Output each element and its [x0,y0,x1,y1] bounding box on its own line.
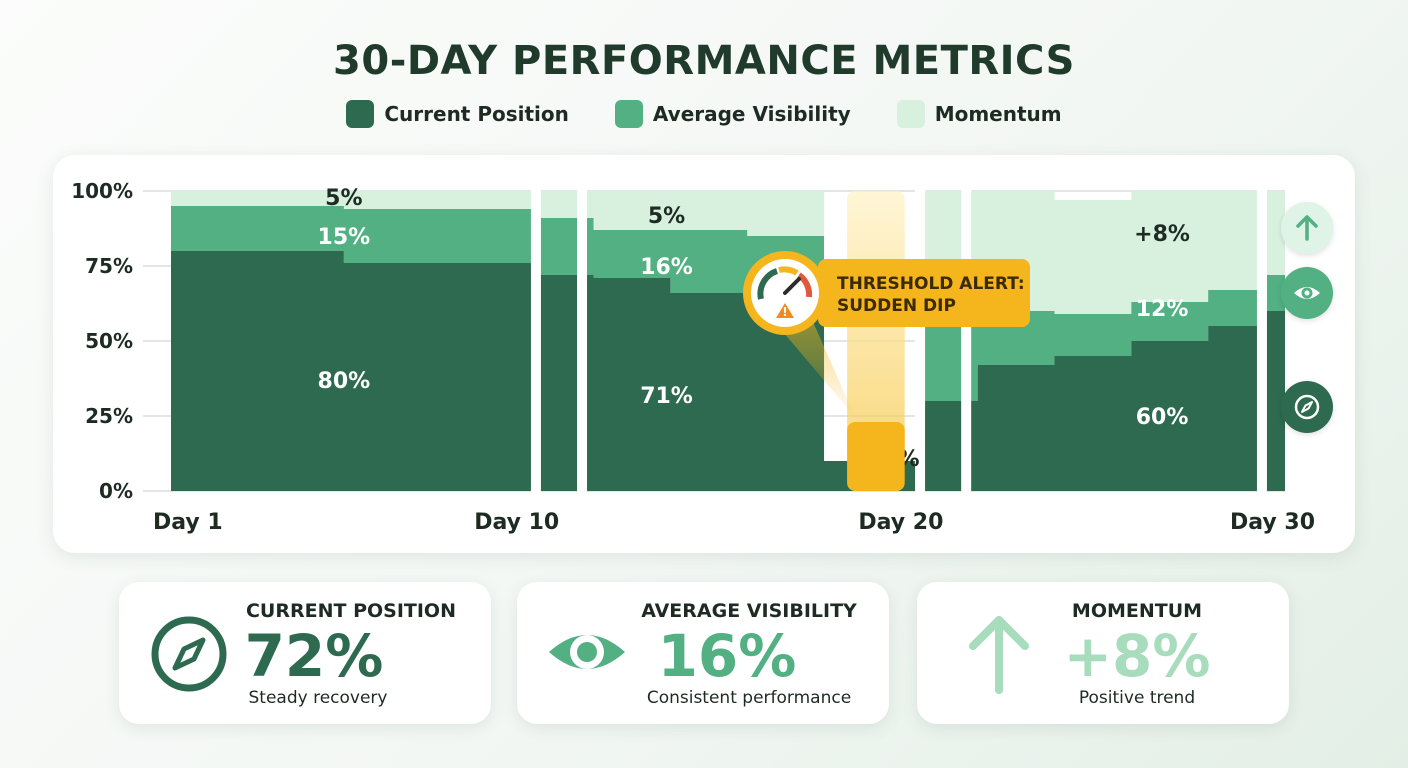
x-tick-label: Day 10 [474,510,559,535]
legend-swatch-visibility [614,100,643,128]
gauge-arc-green [757,268,779,300]
alert-beam [767,313,856,417]
area-average-visibility [171,206,1285,461]
page-title: 30-DAY PERFORMANCE METRICS [333,38,1075,84]
y-tick-label: 75% [85,254,133,278]
data-label: 5% [648,204,685,229]
x-tick-label: Day 20 [858,510,943,535]
alert-box [818,259,1030,327]
area-momentum [171,191,1285,461]
alert-line-2: SUDDEN DIP [837,296,956,316]
stat-label: MOMENTUM [1071,600,1203,622]
compass-icon [151,616,227,692]
warning-triangle-icon [776,303,794,318]
y-tick-label: 0% [99,479,133,503]
stat-subtitle: Consistent performance [646,688,852,708]
data-label: +8% [1134,222,1190,247]
stat-subtitle: Steady recovery [248,688,388,708]
side-compass-badge[interactable] [1281,381,1333,433]
data-label: 12% [1136,297,1189,322]
stat-value: 72% [244,622,384,690]
arrow-up-icon [1296,215,1318,241]
stacked-area-chart: 100% 75% 50% 25% 0% Day 1 Day 10 Day 20 Day 30 5… [71,179,1315,535]
y-tick-label: 100% [71,179,133,203]
legend-label-visibility: Average Visibility [652,102,851,126]
compass-icon [1294,394,1320,420]
legend-item-visibility: Average Visibility [614,100,851,128]
side-eye-badge[interactable] [1281,267,1333,319]
stat-card-average-visibility: AVERAGE VISIBILITY 16% Consistent perfor… [517,582,889,724]
eye-icon [1294,287,1320,299]
stat-label: CURRENT POSITION [245,600,456,622]
dip-bar [847,422,905,491]
arrow-up-icon [969,616,1029,694]
warning-mark: ! [782,305,787,319]
stat-card-momentum: MOMENTUM +8% Positive trend [917,582,1289,724]
data-label: 16% [640,255,693,280]
stat-subtitle: Positive trend [1078,688,1196,708]
alert-line-1: THRESHOLD ALERT: [837,274,1025,294]
stat-value: +8% [1063,622,1211,690]
legend-swatch-momentum [896,100,925,128]
column-gap [530,187,541,495]
legend-label-position: Current Position [384,102,569,126]
eye-icon [549,635,625,669]
column-gap [961,187,972,495]
column-gap [577,187,588,495]
chart-legend: Current Position Average Visibility Mome… [0,100,1408,128]
column-gap [1256,187,1267,495]
gauge-arc-yellow [778,266,799,276]
area-current-position [171,251,1285,491]
y-tick-label: 50% [85,329,133,353]
legend-label-momentum: Momentum [934,102,1062,126]
legend-item-momentum: Momentum [896,100,1062,128]
gauge-needle [783,277,801,295]
side-arrow-up-badge[interactable] [1281,202,1333,254]
data-label: 71% [640,384,693,409]
gauge-icon: ! [743,251,827,335]
data-label: 60% [1136,405,1189,430]
y-tick-label: 25% [85,404,133,428]
x-tick-label: Day 30 [1230,510,1315,535]
legend-item-position: Current Position [346,100,569,128]
stat-card-current-position: CURRENT POSITION 72% Steady recovery [119,582,491,724]
chart-card: 100% 75% 50% 25% 0% Day 1 Day 10 Day 20 Day 30 5… [53,155,1355,553]
x-tick-label: Day 1 [153,510,223,535]
data-label: 15% [318,225,371,250]
column-gap [915,187,926,495]
legend-swatch-position [346,100,375,128]
data-label: 5% [325,186,362,211]
gauge-arc-red [797,272,813,298]
data-label: 80% [318,369,371,394]
stat-value: 16% [657,622,797,690]
stat-label: AVERAGE VISIBILITY [641,600,857,622]
